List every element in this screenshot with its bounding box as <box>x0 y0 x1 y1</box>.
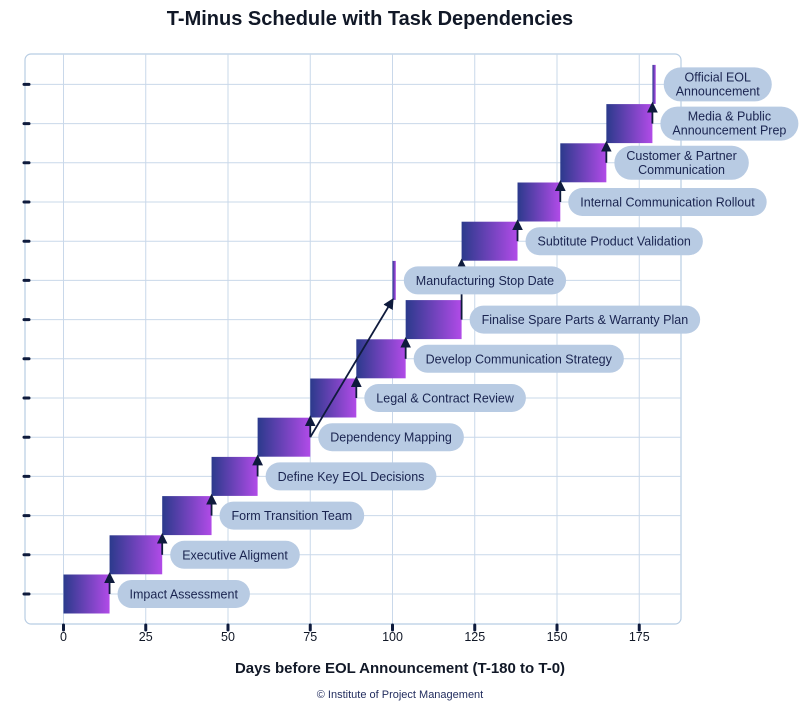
task-label-text: Media & Public Announcement Prep <box>672 110 786 138</box>
task-label-text: Impact Assessment <box>130 588 239 602</box>
chart-title: T-Minus Schedule with Task Dependencies <box>166 8 574 30</box>
task-label-text: Form Transition Team <box>232 509 353 523</box>
task-label: Internal Communication Rollout <box>568 188 767 216</box>
task-label-text: Finalise Spare Parts & Warranty Plan <box>482 313 689 327</box>
task-label: Manufacturing Stop Date <box>403 266 567 295</box>
plot-frame <box>24 53 682 625</box>
task-label-text: Manufacturing Stop Date <box>416 274 554 288</box>
x-tick-label: 50 <box>221 630 235 644</box>
task-label-pill <box>469 305 701 334</box>
task-bar <box>461 221 518 261</box>
task-label-pill <box>403 266 567 295</box>
task-bar <box>109 535 163 575</box>
task-label: Form Transition Team <box>219 501 365 530</box>
task-label-pill <box>525 227 703 256</box>
task-bar <box>356 339 406 379</box>
x-tick-label: 25 <box>139 630 153 644</box>
task-label-text: Develop Communication Strategy <box>426 352 613 366</box>
task-label-pill <box>318 423 464 452</box>
task-label: Finalise Spare Parts & Warranty Plan <box>469 305 701 334</box>
task-label-text: Executive Aligment <box>182 548 288 562</box>
x-tick-label: 175 <box>629 630 650 644</box>
copyright-notice: © Institute of Project Management <box>316 689 484 701</box>
task-label: Subtitute Product Validation <box>525 227 703 256</box>
task-label-pill <box>265 462 437 491</box>
task-label: Define Key EOL Decisions <box>265 462 437 491</box>
task-label: Impact Assessment <box>117 580 250 608</box>
task-bar <box>405 300 462 340</box>
task-label-pill <box>219 501 365 530</box>
task-label: Develop Communication Strategy <box>413 344 624 373</box>
x-tick-label: 75 <box>303 630 317 644</box>
task-label: Legal & Contract Review <box>364 384 526 412</box>
task-bar <box>162 496 212 536</box>
task-label-text: Customer & Partner Communication <box>626 149 736 177</box>
task-bar <box>517 182 561 222</box>
task-label-pill <box>413 344 624 373</box>
task-bar <box>392 260 396 300</box>
task-label: Official EOL Announcement <box>663 67 772 102</box>
task-label-text: Subtitute Product Validation <box>538 235 691 249</box>
task-bar <box>211 456 258 496</box>
task-bar <box>257 417 311 457</box>
task-label-text: Define Key EOL Decisions <box>278 470 425 484</box>
task-label-text: Internal Communication Rollout <box>580 196 755 210</box>
task-label-pill <box>663 67 772 102</box>
task-label-pill <box>117 580 250 608</box>
task-bar <box>606 104 653 144</box>
x-tick-label: 100 <box>382 630 403 644</box>
x-tick-label: 0 <box>60 630 67 644</box>
task-label-pill <box>170 540 300 569</box>
task-label-pill <box>568 188 767 216</box>
task-label: Dependency Mapping <box>318 423 464 452</box>
task-label-text: Legal & Contract Review <box>376 392 515 406</box>
task-label: Customer & Partner Communication <box>614 145 749 180</box>
task-label-pill <box>660 106 799 141</box>
x-tick-label: 150 <box>547 630 568 644</box>
task-label: Executive Aligment <box>170 540 300 569</box>
task-label-text: Dependency Mapping <box>330 431 452 445</box>
task-bar <box>63 574 110 614</box>
task-bar <box>560 143 607 183</box>
task-label-pill <box>614 145 749 180</box>
task-label-text: Official EOL Announcement <box>676 70 761 98</box>
task-label: Media & Public Announcement Prep <box>660 106 799 141</box>
dependency-arrow <box>309 298 394 438</box>
x-axis-label: Days before EOL Announcement (T-180 to T… <box>234 660 566 677</box>
task-bar <box>652 64 656 104</box>
x-tick-label: 125 <box>464 630 485 644</box>
task-label-pill <box>364 384 526 412</box>
